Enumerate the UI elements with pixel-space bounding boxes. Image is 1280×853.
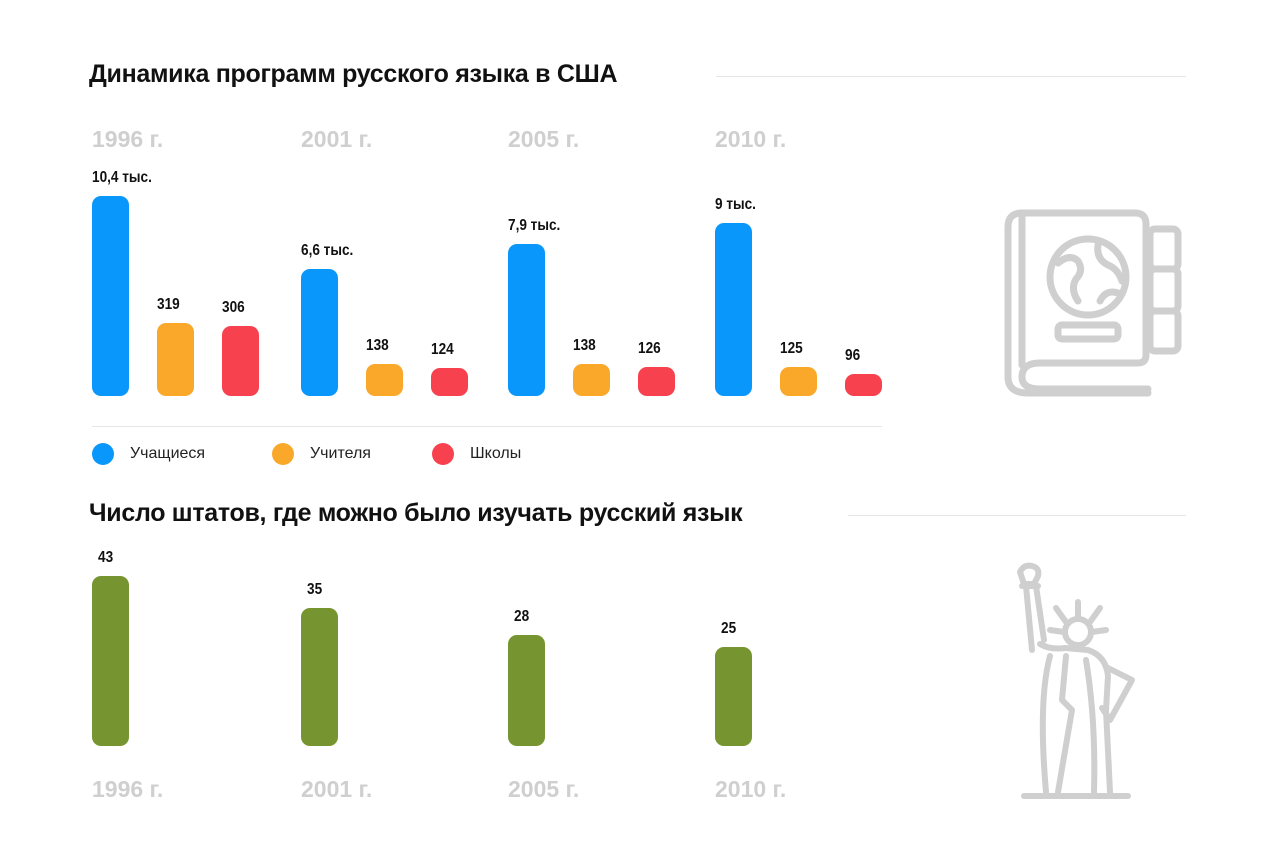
bar-schools xyxy=(845,374,882,396)
data-label: 96 xyxy=(845,347,861,364)
bar-students xyxy=(92,196,129,396)
legend-label: Учащиеся xyxy=(130,445,206,462)
legend-marker xyxy=(432,443,454,465)
legend-marker xyxy=(92,443,114,465)
book-globe-icon xyxy=(1004,209,1182,397)
year-label: 1996 г. xyxy=(92,776,164,802)
year-label: 2010 г. xyxy=(715,776,787,802)
data-label: 124 xyxy=(431,341,454,358)
bar-teachers xyxy=(780,367,817,396)
chart2-title-rule xyxy=(848,515,1186,516)
bar-states xyxy=(301,608,338,746)
data-label: 9 тыс. xyxy=(715,196,756,213)
bar-teachers xyxy=(573,364,610,396)
chart1-title: Динамика программ русского языка в США xyxy=(89,60,618,88)
statue-of-liberty-icon xyxy=(1017,562,1135,799)
year-label: 2005 г. xyxy=(508,126,580,152)
bar-students xyxy=(715,223,752,396)
data-label: 43 xyxy=(98,549,114,566)
data-label: 25 xyxy=(721,620,737,637)
year-label: 2005 г. xyxy=(508,776,580,802)
chart1-title-rule xyxy=(716,76,1186,77)
data-label: 35 xyxy=(307,581,323,598)
bar-schools xyxy=(431,368,468,396)
bar-schools xyxy=(638,367,675,396)
chart1-baseline-rule xyxy=(92,426,882,427)
data-label: 138 xyxy=(573,337,596,354)
bar-states xyxy=(715,647,752,746)
chart2-title: Число штатов, где можно было изучать рус… xyxy=(89,499,743,527)
year-label: 2010 г. xyxy=(715,126,787,152)
data-label: 319 xyxy=(157,296,180,313)
legend-marker xyxy=(272,443,294,465)
data-label: 10,4 тыс. xyxy=(92,169,152,186)
bar-students xyxy=(301,269,338,396)
data-label: 138 xyxy=(366,337,389,354)
data-label: 306 xyxy=(222,299,245,316)
data-label: 125 xyxy=(780,340,803,357)
data-label: 7,9 тыс. xyxy=(508,217,561,234)
bar-schools xyxy=(222,326,259,396)
bar-states xyxy=(508,635,545,746)
year-label: 2001 г. xyxy=(301,126,373,152)
data-label: 126 xyxy=(638,340,661,357)
bar-teachers xyxy=(366,364,403,396)
data-label: 28 xyxy=(514,608,530,625)
bar-states xyxy=(92,576,129,746)
legend-label: Учителя xyxy=(310,445,371,462)
year-label: 1996 г. xyxy=(92,126,164,152)
year-label: 2001 г. xyxy=(301,776,373,802)
bar-teachers xyxy=(157,323,194,396)
legend-label: Школы xyxy=(470,445,522,462)
data-label: 6,6 тыс. xyxy=(301,242,354,259)
bar-students xyxy=(508,244,545,396)
